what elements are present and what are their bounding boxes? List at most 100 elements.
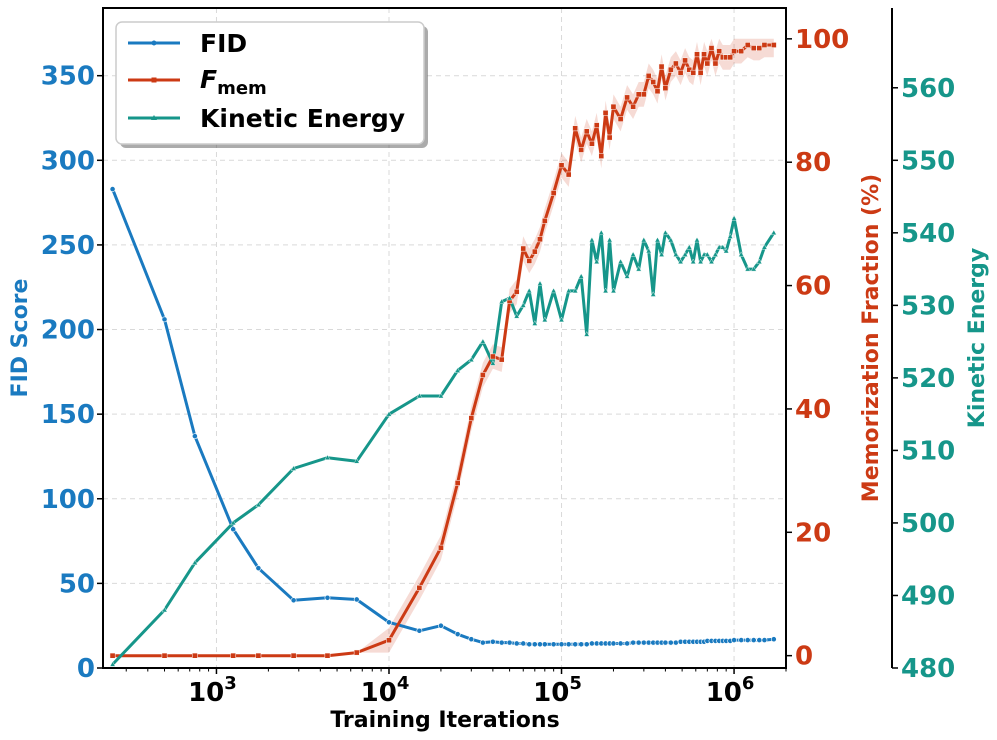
kinetic-energy-point <box>690 258 697 264</box>
x-tick-label-exponent: 3 <box>224 673 237 694</box>
memorization-point <box>578 147 585 153</box>
kinetic-energy-point <box>640 236 647 243</box>
memorization-point <box>658 63 665 70</box>
kinetic-energy-point <box>479 338 486 344</box>
ke-tick-label: 560 <box>901 74 955 104</box>
legend-ke-label: Kinetic Energy <box>200 104 405 133</box>
memorization-point <box>704 60 711 67</box>
fid-tick-label: 0 <box>77 654 95 684</box>
kinetic-energy-point <box>255 501 262 507</box>
memorization-point <box>593 122 600 129</box>
memorization-point <box>526 258 533 264</box>
kinetic-energy-point <box>513 312 520 319</box>
memorization-point <box>255 652 262 659</box>
legend: FID Fmem Kinetic Energy <box>115 21 428 148</box>
fid-point <box>520 640 527 647</box>
kinetic-energy-point <box>658 251 665 257</box>
fid-point <box>617 640 624 647</box>
memorization-point <box>324 652 331 659</box>
kinetic-energy-point <box>697 258 704 264</box>
fid-point <box>537 641 543 648</box>
fid-point <box>479 639 486 646</box>
memorization-point <box>727 54 734 61</box>
memorization-point <box>677 69 684 76</box>
memorization-point <box>635 91 642 98</box>
fid-point <box>324 594 331 601</box>
kinetic-energy-point <box>630 251 637 257</box>
memorization-point <box>738 48 745 55</box>
memorization-point <box>598 153 605 159</box>
memorization-point <box>606 134 613 141</box>
legend-fid-label: FID <box>200 29 247 58</box>
memorization-point <box>454 480 461 486</box>
kinetic-energy-point <box>588 236 595 243</box>
fid-tick-label: 200 <box>41 316 95 346</box>
mem-tick-label: 20 <box>795 518 831 548</box>
fid-point <box>416 627 423 634</box>
mem-axis-label: Memorization Fraction (%) <box>859 174 884 502</box>
fid-point <box>750 637 757 643</box>
x-tick-label-exponent: 6 <box>742 673 755 694</box>
memorization-point <box>682 57 688 64</box>
fid-point <box>731 637 737 643</box>
x-tick-label: 103 <box>188 673 237 708</box>
memorization-point <box>583 128 590 135</box>
ke-tick-label: 510 <box>901 436 955 466</box>
kinetic-energy-point <box>667 236 674 243</box>
kinetic-energy-point <box>572 287 579 294</box>
fid-point <box>531 641 538 648</box>
ke-tick-label: 480 <box>901 654 955 684</box>
fid-point <box>635 639 642 646</box>
memorization-point <box>686 66 693 73</box>
memorization-point <box>770 42 777 48</box>
memorization-point <box>610 103 617 110</box>
x-tick-label-base: 10 <box>361 678 397 708</box>
memorization-point <box>624 94 630 101</box>
kinetic-energy-point <box>727 233 734 239</box>
fid-point <box>738 637 745 643</box>
mem-tick-label: 40 <box>795 395 831 425</box>
kinetic-energy-point <box>489 360 496 366</box>
fid-point <box>565 641 572 648</box>
kinetic-energy-point <box>686 244 693 250</box>
legend-ke-marker <box>151 115 157 120</box>
fid-point <box>558 641 565 648</box>
fid-point <box>667 639 674 646</box>
memorization-point <box>708 45 715 51</box>
x-tick-label-base: 10 <box>188 678 224 708</box>
kinetic-energy-point <box>744 265 751 272</box>
fid-point <box>578 641 585 648</box>
kinetic-energy-point <box>602 287 609 294</box>
kinetic-energy-point <box>558 316 565 323</box>
x-tick-label: 104 <box>361 673 410 708</box>
kinetic-energy-point <box>290 465 297 471</box>
fid-point <box>610 640 617 647</box>
memorization-point <box>109 652 116 659</box>
memorization-point <box>645 73 652 79</box>
memorization-point <box>630 103 636 110</box>
fid-point <box>662 639 669 646</box>
memorization-point <box>662 85 669 92</box>
memorization-point <box>654 88 661 95</box>
memorization-point <box>617 116 624 122</box>
memorization-point <box>498 356 505 363</box>
memorization-point <box>541 217 548 224</box>
x-tick-label: 105 <box>533 673 582 708</box>
ke-tick-label: 520 <box>901 364 955 394</box>
memorization-point <box>690 69 697 76</box>
fid-point <box>640 639 647 646</box>
kinetic-energy-point <box>723 247 730 254</box>
memorization-point <box>589 140 595 147</box>
memorization-point <box>712 60 719 67</box>
x-tick-label-base: 10 <box>533 678 569 708</box>
kinetic-energy-point <box>550 287 557 294</box>
memorization-point <box>550 190 557 196</box>
kinetic-energy-point <box>520 302 527 308</box>
kinetic-energy-point <box>635 265 642 272</box>
fid-tick-label: 50 <box>59 569 95 599</box>
fid-point <box>761 637 768 643</box>
fid-point <box>624 640 631 647</box>
memorization-point <box>161 652 168 659</box>
fid-point <box>489 638 496 645</box>
